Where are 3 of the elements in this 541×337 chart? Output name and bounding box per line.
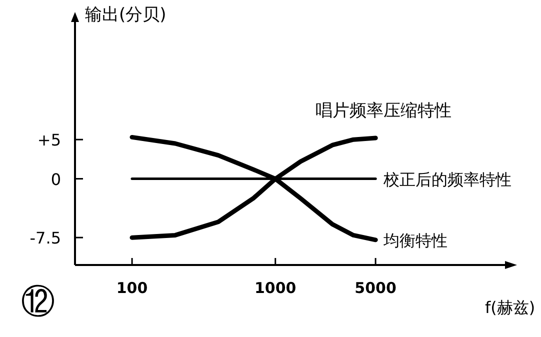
x-axis-title: f(赫兹) <box>485 298 536 317</box>
annotation: ⑫ <box>21 282 55 322</box>
y-axis-title: 输出(分贝) <box>85 5 166 25</box>
